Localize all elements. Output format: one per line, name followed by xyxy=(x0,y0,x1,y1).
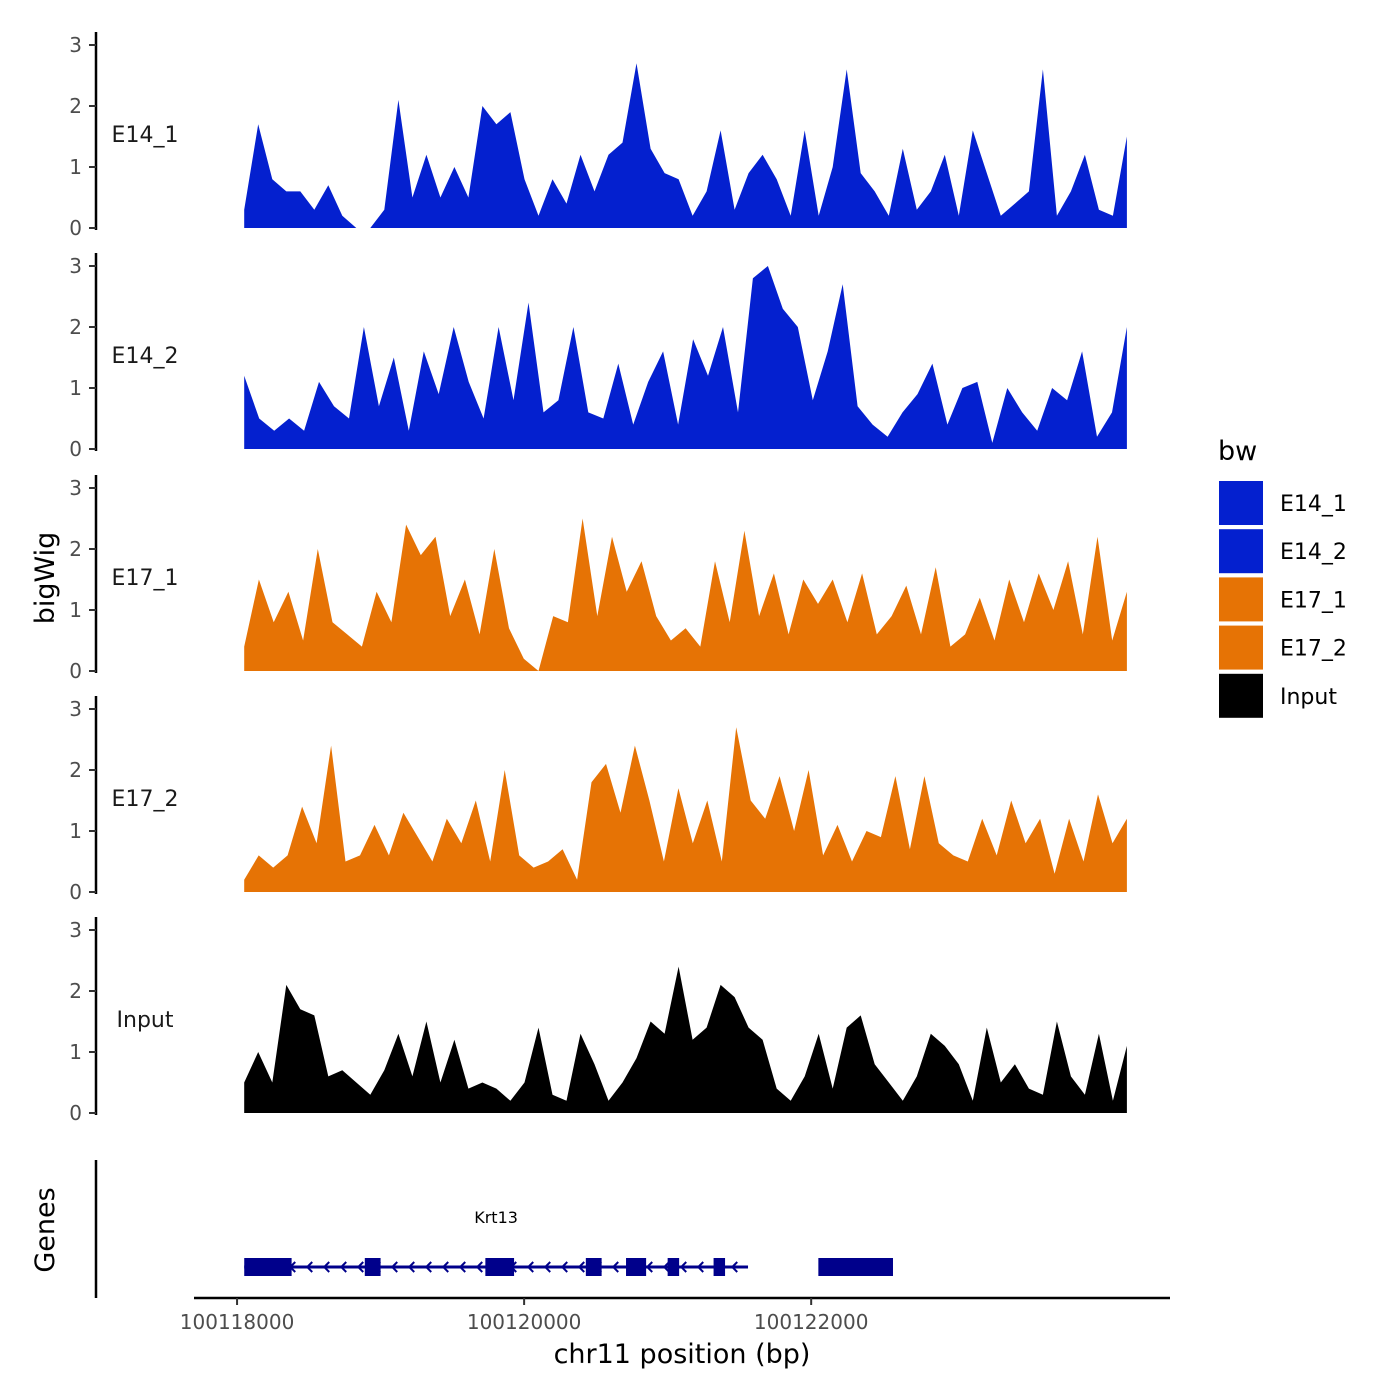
gene-exon xyxy=(485,1258,515,1276)
strand-arrow xyxy=(611,1261,619,1273)
gene-exon xyxy=(818,1258,893,1276)
track-e17-1: 0 1 2 3 E17_1 xyxy=(69,475,1127,683)
y-tick-label: 2 xyxy=(69,758,82,782)
strand-arrow xyxy=(645,1261,653,1273)
strand-arrow xyxy=(390,1261,398,1273)
track-label: E17_2 xyxy=(112,787,179,812)
gene-exon xyxy=(713,1258,726,1276)
track-input: 0 1 2 3 Input xyxy=(69,917,1127,1125)
strand-arrow xyxy=(662,1261,670,1273)
legend-key xyxy=(1219,481,1263,525)
x-tick-label: 100122000 xyxy=(754,1310,869,1334)
legend-label: E17_1 xyxy=(1280,588,1347,613)
y-tick-label: 1 xyxy=(69,155,82,179)
genes-track: Genes Krt13 xyxy=(30,1160,893,1298)
strand-arrow xyxy=(322,1261,330,1273)
y-tick-label: 0 xyxy=(69,437,82,461)
y-tick-label: 1 xyxy=(69,598,82,622)
y-tick-label: 3 xyxy=(69,33,82,57)
legend-key xyxy=(1219,577,1263,622)
gene-exon xyxy=(364,1258,381,1276)
strand-arrow xyxy=(730,1261,738,1273)
strand-arrow xyxy=(305,1261,313,1273)
track-label: E17_1 xyxy=(112,566,179,591)
y-tick-label: 1 xyxy=(69,376,82,400)
strand-arrow xyxy=(543,1261,551,1273)
y-tick-label: 2 xyxy=(69,537,82,561)
gene-exon xyxy=(585,1258,602,1276)
strand-arrow xyxy=(526,1261,534,1273)
strand-arrow xyxy=(475,1261,483,1273)
y-tick-label: 0 xyxy=(69,880,82,904)
y-tick-label: 0 xyxy=(69,1101,82,1125)
genes-axis-title: Genes xyxy=(30,1187,61,1272)
signal-area xyxy=(244,266,1127,449)
track-e14-1: 0 1 2 3 E14_1 xyxy=(69,32,1127,240)
y-tick-label: 1 xyxy=(69,1040,82,1064)
legend-key xyxy=(1219,625,1263,670)
y-tick-label: 2 xyxy=(69,979,82,1003)
track-e14-2: 0 1 2 3 E14_2 xyxy=(69,253,1127,461)
y-axis-title: bigWig xyxy=(30,532,61,625)
legend: bw E14_1 E14_2 E17_1 E17_2 Input xyxy=(1218,436,1347,718)
signal-area xyxy=(244,966,1127,1113)
y-tick-label: 0 xyxy=(69,216,82,240)
strand-arrow xyxy=(407,1261,415,1273)
y-tick-label: 2 xyxy=(69,315,82,339)
x-axis: 100118000 100120000 100122000 xyxy=(180,1296,1170,1334)
gene-exon xyxy=(244,1258,292,1276)
y-tick-label: 3 xyxy=(69,476,82,500)
strand-arrow xyxy=(356,1261,364,1273)
y-tick-label: 0 xyxy=(69,659,82,683)
strand-arrow xyxy=(560,1261,568,1273)
strand-arrow xyxy=(339,1261,347,1273)
strand-arrow xyxy=(696,1261,704,1273)
gene-model xyxy=(244,1258,893,1276)
strand-arrow xyxy=(458,1261,466,1273)
strand-arrow xyxy=(679,1261,687,1273)
y-tick-label: 3 xyxy=(69,918,82,942)
x-tick-label: 100118000 xyxy=(180,1310,295,1334)
legend-label: E14_2 xyxy=(1280,540,1347,565)
legend-label: E14_1 xyxy=(1280,492,1347,517)
legend-key xyxy=(1219,673,1263,718)
y-tick-label: 3 xyxy=(69,697,82,721)
y-tick-label: 2 xyxy=(69,94,82,118)
track-label: E14_1 xyxy=(112,123,179,148)
y-tick-label: 3 xyxy=(69,254,82,278)
x-axis-title: chr11 position (bp) xyxy=(554,1339,811,1370)
strand-arrow xyxy=(441,1261,449,1273)
x-tick-label: 100120000 xyxy=(467,1310,582,1334)
track-label: Input xyxy=(117,1008,174,1033)
gene-label: Krt13 xyxy=(474,1208,518,1227)
track-label: E14_2 xyxy=(112,344,179,369)
signal-area xyxy=(244,63,1127,228)
legend-key xyxy=(1219,529,1263,574)
gene-exon xyxy=(626,1258,647,1276)
tracks-layer: 0 1 2 3 E14_1 0 1 2 3 E14_2 0 1 2 3 E17_1 0 1 2 3 E17_2 0 1 2 3… xyxy=(69,32,1127,1125)
signal-area xyxy=(244,727,1127,892)
legend-title: bw xyxy=(1218,436,1257,467)
track-e17-2: 0 1 2 3 E17_2 xyxy=(69,696,1127,904)
strand-arrow xyxy=(424,1261,432,1273)
y-tick-label: 1 xyxy=(69,819,82,843)
strand-arrow xyxy=(577,1261,585,1273)
gene-exon xyxy=(667,1258,680,1276)
signal-area xyxy=(244,518,1127,671)
legend-label: Input xyxy=(1280,685,1337,710)
legend-label: E17_2 xyxy=(1280,637,1347,662)
